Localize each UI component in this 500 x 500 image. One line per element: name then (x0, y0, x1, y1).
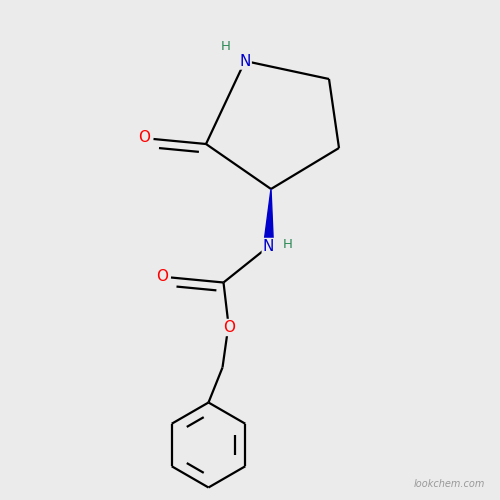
Polygon shape (264, 189, 274, 246)
Text: H: H (282, 238, 292, 250)
Text: O: O (156, 269, 168, 284)
Text: O: O (138, 130, 150, 146)
Text: H: H (221, 40, 231, 54)
Text: N: N (240, 54, 250, 68)
Text: lookchem.com: lookchem.com (414, 479, 485, 489)
Text: O: O (224, 320, 235, 335)
Text: N: N (263, 239, 274, 254)
